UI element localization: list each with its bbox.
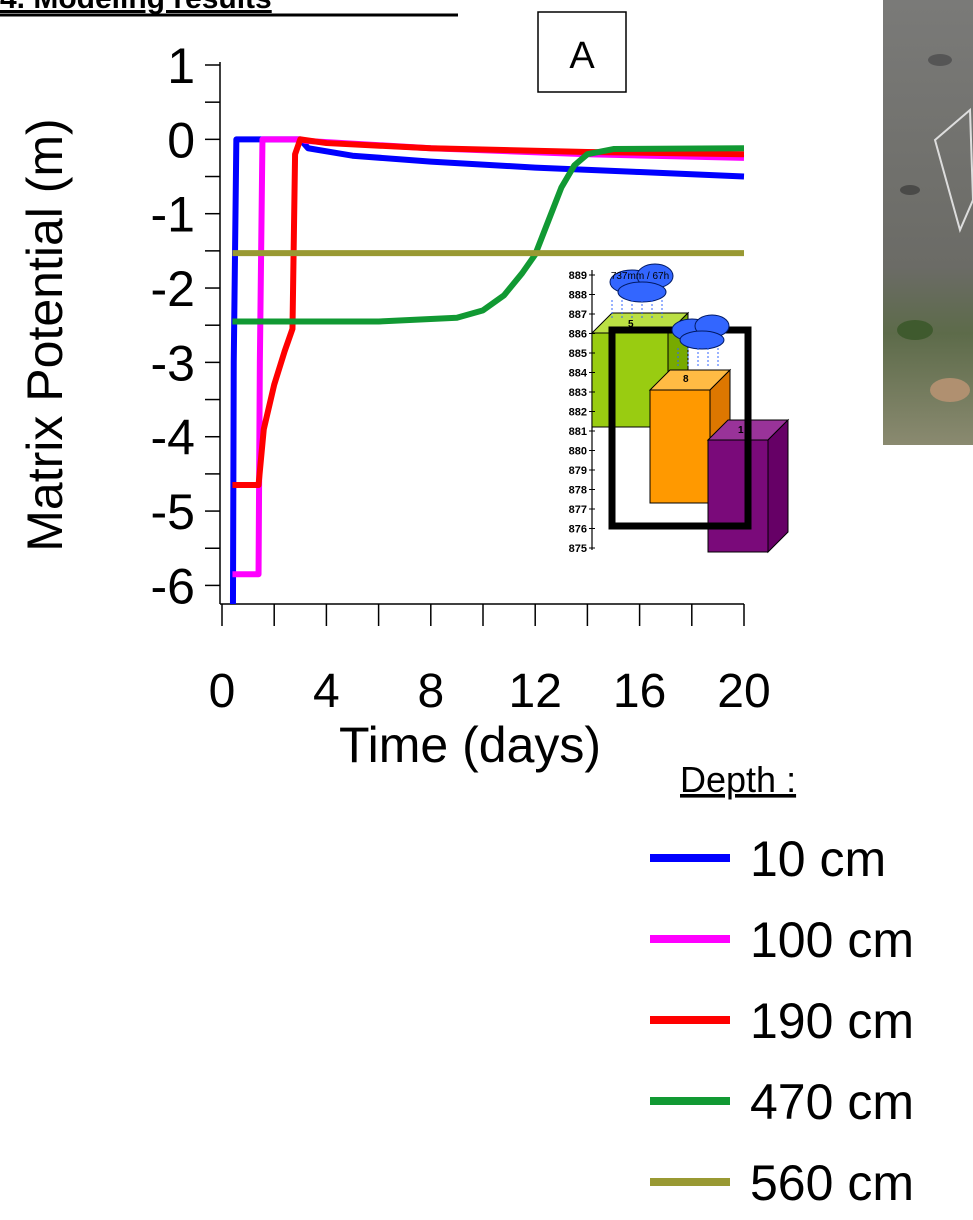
- inset-tick-label: 889: [569, 270, 587, 282]
- legend-label: 470 cm: [750, 1074, 914, 1130]
- legend-label: 190 cm: [750, 993, 914, 1049]
- inset-tick-label: 881: [569, 426, 587, 438]
- y-tick-label: 0: [167, 112, 195, 168]
- y-tick-label: -6: [151, 558, 195, 614]
- y-tick-label: -5: [151, 484, 195, 540]
- inset-tick-label: 885: [569, 348, 587, 360]
- inset-tick-label: 883: [569, 387, 587, 399]
- x-axis-title: Time (days): [339, 717, 601, 773]
- box-label: 5: [628, 319, 634, 330]
- legend-title: Depth :: [680, 759, 796, 800]
- inset-tick-label: 877: [569, 504, 587, 516]
- y-axis-title: Matrix Potential (m): [17, 118, 73, 551]
- y-tick-label: 1: [167, 38, 195, 94]
- x-tick-label: 4: [313, 665, 340, 718]
- y-tick-label: -1: [151, 187, 195, 243]
- y-tick-label: -3: [151, 335, 195, 391]
- rain-label: 737mm / 67h: [611, 271, 669, 282]
- inset-tick-label: 879: [569, 465, 587, 477]
- x-tick-label: 16: [613, 665, 666, 718]
- inset-tick-label: 880: [569, 446, 587, 458]
- legend-label: 10 cm: [750, 831, 886, 887]
- inset-tick-label: 887: [569, 309, 587, 321]
- x-tick-label: 8: [417, 665, 444, 718]
- inset-tick-label: 884: [569, 368, 588, 380]
- y-tick-label: -4: [151, 410, 195, 466]
- inset-tick-label: 888: [569, 290, 587, 302]
- inset-tick-label: 878: [569, 485, 587, 497]
- photo: [883, 0, 973, 445]
- inset-tick-label: 882: [569, 407, 587, 419]
- page: {"title": "4. Modeling results", "panel_…: [0, 0, 973, 1220]
- inset-tick-label: 876: [569, 524, 587, 536]
- page-title: 4. Modeling results: [0, 0, 272, 15]
- inset-tick-label: 875: [569, 543, 587, 555]
- box-label: 1: [738, 425, 744, 436]
- panel-label: A: [569, 35, 595, 77]
- y-tick-label: -2: [151, 261, 195, 317]
- x-tick-label: 12: [509, 665, 562, 718]
- x-tick-label: 0: [209, 665, 236, 718]
- box-label: 8: [683, 374, 689, 385]
- chart: 4. Modeling results A Matrix Potential (…: [0, 0, 973, 1220]
- legend-label: 100 cm: [750, 912, 914, 968]
- inset-tick-label: 886: [569, 329, 587, 341]
- legend-label: 560 cm: [750, 1155, 914, 1211]
- x-tick-label: 20: [717, 665, 770, 718]
- inset-diagram: 737mm / 67h 5 8 1 889 888 887 886 885 884 883 8…: [569, 264, 788, 555]
